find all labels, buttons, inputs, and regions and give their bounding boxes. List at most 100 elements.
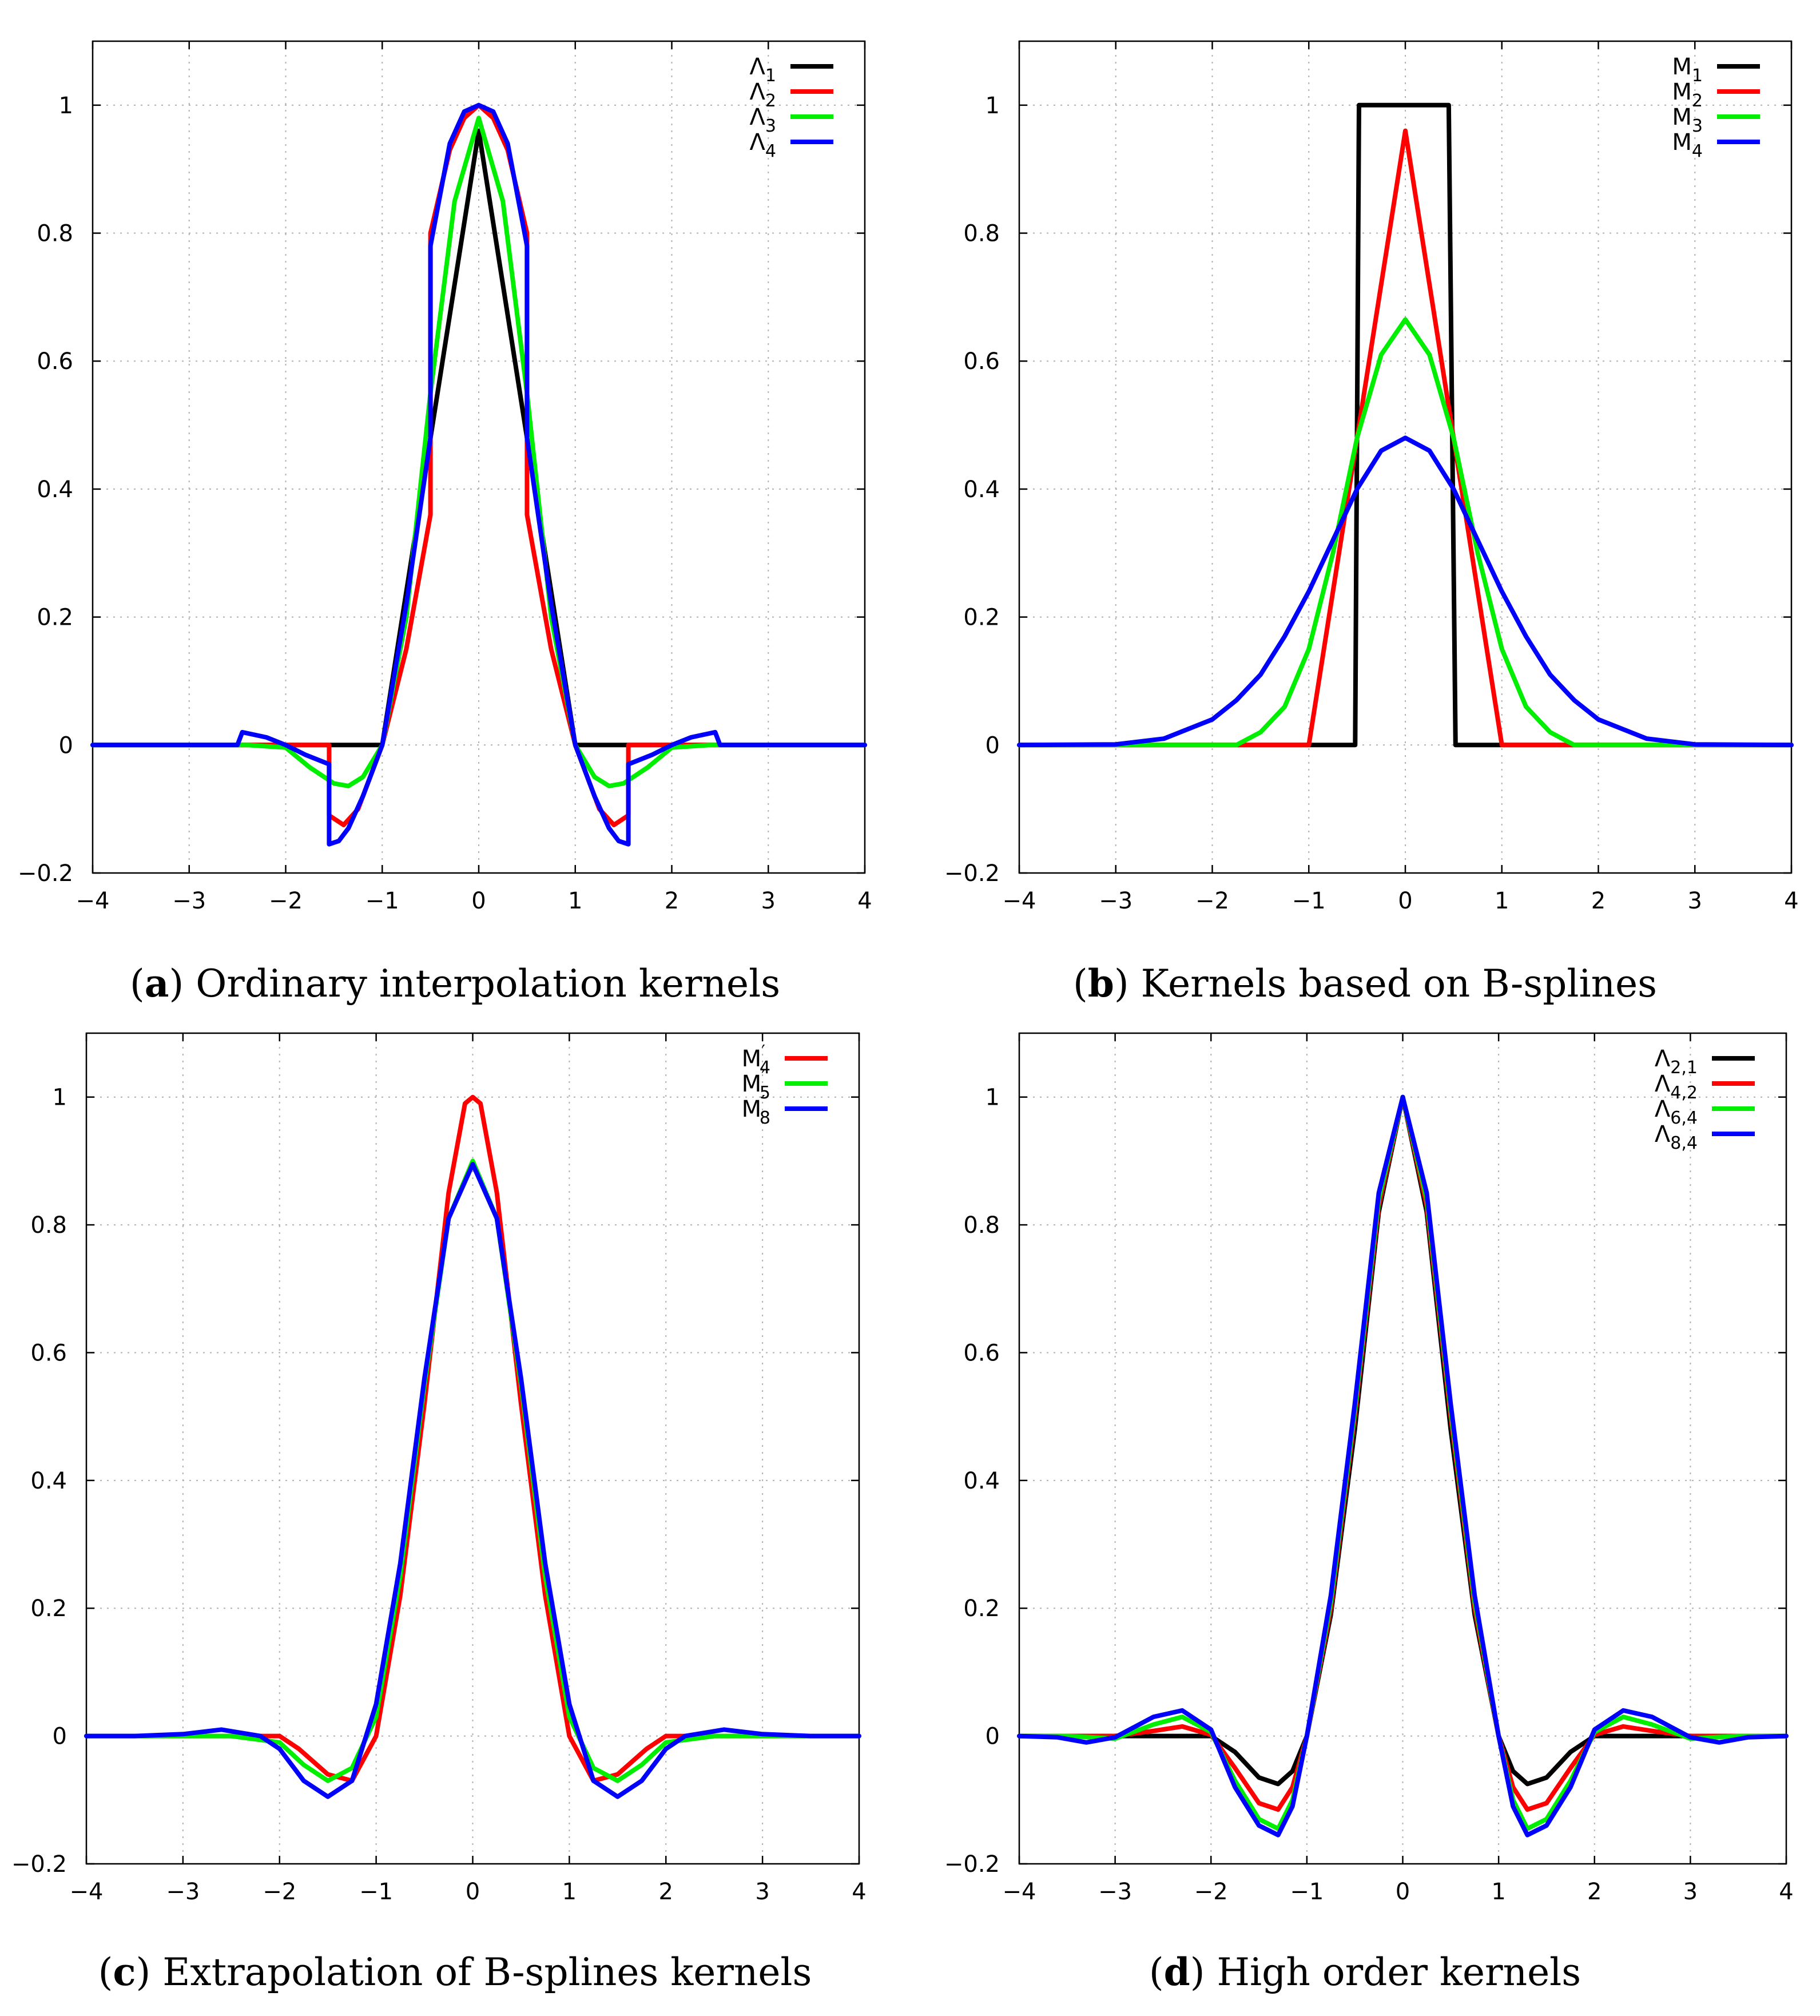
x-tick-label: −4 [1003, 888, 1036, 914]
caption-b: (b) Kernels based on B-splines [1072, 961, 1658, 1006]
x-tick-label: −1 [359, 1879, 393, 1905]
caption-a-text: Ordinary interpolation kernels [196, 962, 781, 1006]
x-tick-label: −3 [1099, 888, 1132, 914]
x-tick-label: 1 [1495, 888, 1509, 914]
series-line-1 [1017, 1094, 1789, 1787]
y-tick-label: 0.2 [37, 605, 73, 631]
y-tick-label: 0 [985, 732, 1000, 759]
x-tick-label: −1 [365, 888, 399, 914]
legend-label-3: M′ 8 [742, 1092, 770, 1128]
y-tick-label: 0.6 [963, 348, 1000, 375]
series-line-4 [90, 102, 867, 847]
y-tick-label: 0.2 [30, 1596, 67, 1622]
legend-label-4: M4 [1672, 129, 1703, 161]
legend-label-4: Λ8,4 [1655, 1121, 1698, 1153]
x-tick-label: −4 [76, 888, 110, 914]
x-tick-label: 0 [1398, 888, 1412, 914]
y-tick-label: 1 [985, 93, 1000, 119]
x-tick-label: 3 [1688, 888, 1702, 914]
chart-panel-c: −4 −3 −2 −1 0 1 2 3 4 −0.2 0 0.2 0.4 0.6 0.8 1 M′ 4M′ 5M′ 8 [11, 1032, 867, 1905]
x-tick-label: −3 [172, 888, 206, 914]
y-tick-label: 0.8 [963, 221, 1000, 247]
y-tick-label: −0.2 [944, 1851, 1000, 1878]
x-tick-label: −2 [263, 1879, 296, 1905]
y-tick-label: 0.2 [963, 605, 1000, 631]
y-tick-label: 0.6 [30, 1340, 67, 1366]
y-tick-label: 1 [985, 1085, 1000, 1111]
y-tick-label: 0.6 [963, 1340, 1000, 1366]
legend-label-2: Λ2 [750, 79, 776, 111]
series-line-2 [84, 1158, 861, 1783]
x-tick-label: 2 [665, 888, 679, 914]
legend-label-1: M′ 4 [742, 1042, 770, 1078]
y-tick-label: 0.4 [963, 1468, 1000, 1494]
series-line-1 [1017, 102, 1794, 748]
legend-label-1: Λ1 [750, 54, 776, 86]
x-tick-label: 4 [857, 888, 872, 914]
y-tick-label: 0.2 [963, 1596, 1000, 1622]
caption-d: (d) High order kernels [1149, 1950, 1581, 1994]
chart-panel-d: −4 −3 −2 −1 0 1 2 3 4−0.200.20.40.60.81Λ2,1Λ4,2Λ… [944, 1032, 1794, 1905]
x-tick-label: −1 [1290, 1879, 1324, 1905]
series-line-3 [1017, 1094, 1789, 1831]
x-tick-label: 0 [1396, 1879, 1410, 1905]
x-tick-label: 4 [852, 1879, 866, 1905]
x-tick-label: 2 [659, 1879, 673, 1905]
y-tick-label: 1 [53, 1085, 67, 1111]
legend-label-2: M2 [1672, 79, 1703, 111]
legend-label-3: Λ3 [750, 104, 776, 136]
legend-label-2: M′ 5 [742, 1067, 770, 1103]
y-tick-label: 0 [985, 1724, 1000, 1750]
x-tick-label: 1 [562, 1879, 577, 1905]
x-tick-label: 1 [568, 888, 582, 914]
y-tick-label: 0.4 [963, 477, 1000, 503]
y-tick-label: 0 [59, 732, 73, 759]
caption-a: (a) Ordinary interpolation kernels [129, 961, 781, 1006]
y-tick-label: 0.4 [37, 477, 73, 503]
caption-c-text: Extrapolation of B-splines kernels [162, 1950, 812, 1994]
x-tick-label: −2 [1195, 888, 1229, 914]
x-tick-label: 4 [1784, 888, 1798, 914]
x-tick-label: 3 [755, 1879, 769, 1905]
y-tick-label: 0 [53, 1724, 67, 1750]
x-tick-label: −4 [70, 1879, 104, 1905]
caption-b-letter: b [1087, 961, 1114, 1006]
y-tick-label: −0.2 [18, 860, 73, 887]
y-tick-label: 0.4 [30, 1468, 67, 1494]
x-tick-label: 4 [1779, 1879, 1793, 1905]
x-tick-label: −1 [1292, 888, 1326, 914]
legend-label-1: Λ2,1 [1655, 1046, 1698, 1078]
x-tick-label: 2 [1591, 888, 1606, 914]
x-tick-label: 3 [761, 888, 776, 914]
caption-c: (c) Extrapolation of B-splines kernels [98, 1950, 812, 1994]
x-tick-label: 0 [466, 1879, 480, 1905]
legend-label-2: Λ4,2 [1655, 1071, 1698, 1103]
x-tick-label: 3 [1683, 1879, 1698, 1905]
caption-d-text: High order kernels [1217, 1950, 1581, 1994]
legend-label-3: Λ6,4 [1655, 1096, 1698, 1128]
caption-c-letter: c [113, 1950, 136, 1994]
series-line-3 [1017, 317, 1794, 748]
x-tick-label: −3 [1098, 1879, 1132, 1905]
legend-label-4: Λ4 [750, 129, 776, 161]
y-tick-label: −0.2 [11, 1851, 67, 1878]
y-tick-label: −0.2 [944, 860, 1000, 887]
series-line-3 [84, 1162, 861, 1799]
y-tick-label: 0.8 [30, 1212, 67, 1239]
series-line-3 [90, 116, 867, 788]
x-tick-label: −4 [1003, 1879, 1036, 1905]
x-tick-label: −3 [166, 1879, 200, 1905]
x-tick-label: −2 [269, 888, 303, 914]
series-line-4 [1017, 1094, 1789, 1838]
x-tick-label: −2 [1194, 1879, 1228, 1905]
y-tick-label: 0.6 [37, 348, 73, 375]
caption-d-letter: d [1163, 1950, 1190, 1994]
series-line-4 [1017, 435, 1794, 748]
y-tick-label: 1 [59, 93, 73, 119]
x-tick-label: 1 [1491, 1879, 1505, 1905]
legend-label-1: M1 [1672, 54, 1703, 86]
y-tick-label: 0.8 [37, 221, 73, 247]
